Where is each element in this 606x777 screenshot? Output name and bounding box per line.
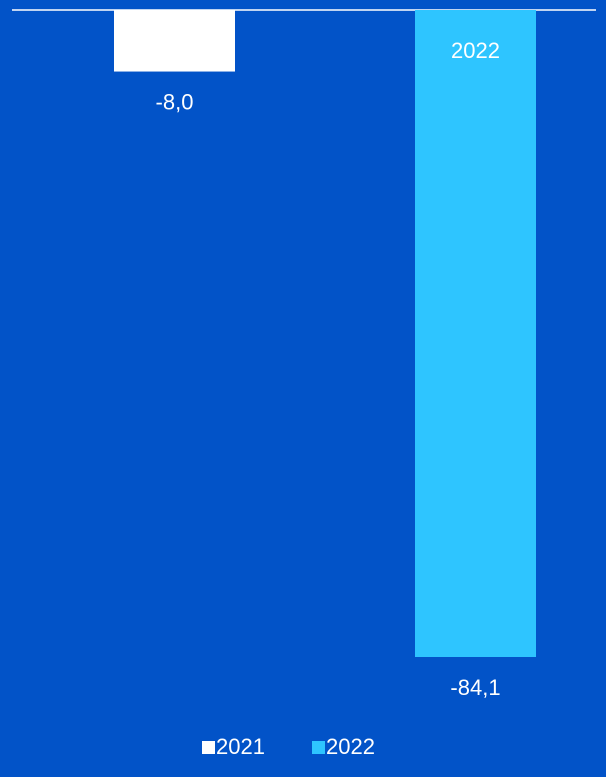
legend-swatch-2021 [202,741,215,754]
bar-2022 [415,10,536,657]
bar-inside-label-2022: 2022 [451,38,500,63]
bar-2021 [114,10,235,72]
legend-swatch-2022 [312,741,325,754]
legend-label-2021: 2021 [216,734,265,759]
data-label-2021: -8,0 [156,90,194,115]
data-label-2022: -84,1 [450,675,500,700]
legend-label-2022: 2022 [326,734,375,759]
